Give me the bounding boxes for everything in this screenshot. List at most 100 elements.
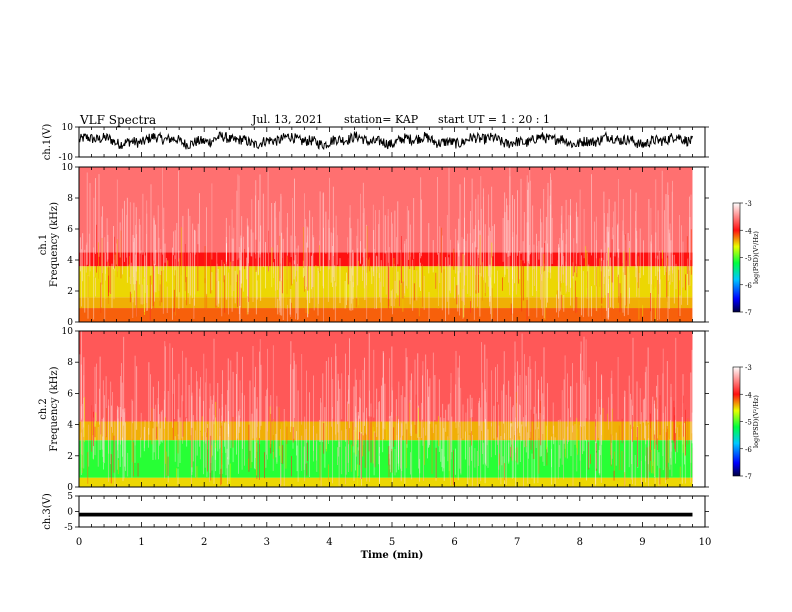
spectral-streak [479,230,481,317]
spectral-streak [110,381,112,465]
spectral-streak [484,344,486,423]
spectral-streak [141,284,143,305]
spectral-streak [431,427,433,474]
spectral-streak [454,276,455,299]
spectral-streak [634,455,636,486]
spectral-streak [588,377,590,468]
spectral-streak [420,177,422,259]
spectral-streak [357,218,359,286]
spectral-streak [157,205,159,274]
spectral-streak [312,235,314,288]
spectral-streak [294,178,295,265]
spectral-streak [617,357,619,420]
spectral-streak [345,446,346,485]
spectral-streak [667,296,669,322]
spectral-streak [543,254,545,272]
spectral-streak [162,167,163,255]
spectral-streak [188,385,190,422]
spectral-streak [512,405,514,478]
spectral-streak [387,262,389,309]
spectral-streak [165,451,167,476]
spectral-streak [114,420,116,487]
spectral-streak [556,294,557,313]
spectral-streak [123,336,125,426]
spectral-streak [278,407,280,449]
spectral-streak [524,354,525,448]
spectral-streak [269,406,271,448]
colorbar-label-text: log(PSD)(V²/Hz) [752,395,760,448]
spectral-streak [119,222,121,258]
spectral-streak [347,440,349,463]
spectral-streak [275,217,277,308]
spectral-streak [503,351,505,439]
spectral-streak [252,346,254,439]
spectral-streak [652,461,654,474]
spectral-streak [406,357,408,448]
y-tick-label: 8 [67,358,73,368]
spectral-streak [287,304,288,322]
spectral-streak [591,286,592,317]
spectral-streak [478,257,479,293]
spectral-streak [388,247,390,300]
spectral-streak [565,199,567,286]
spectral-streak [280,423,282,463]
spectral-streak [226,448,228,469]
spectral-streak [179,417,181,463]
spectral-streak [196,381,198,456]
spectral-streak [194,230,195,306]
spectral-streak [210,396,212,464]
spectral-streak [620,293,622,316]
spectral-streak [574,424,576,445]
spectral-streak [594,269,595,286]
spectral-streak [642,399,644,423]
spectral-streak [236,416,238,441]
spectral-streak [469,394,471,433]
spectral-streak [164,341,166,424]
spectral-streak [102,380,104,462]
spectral-streak [624,234,626,275]
spectral-streak [256,438,257,476]
spectral-streak [323,265,324,322]
spectral-streak [100,282,102,313]
spectral-streak [86,242,88,265]
spectral-streak [562,240,563,265]
spectral-streak [484,390,486,484]
spectral-streak [194,230,196,255]
spectral-streak [687,258,689,305]
spectral-streak [434,375,436,421]
spectral-streak [277,298,279,315]
y-tick-label: 6 [67,389,73,399]
spectral-streak [440,417,442,462]
spectral-streak [217,269,219,307]
y-tick-label: 6 [67,225,73,235]
spectral-streak [490,230,491,315]
spectral-streak [236,374,237,455]
spectral-streak [274,203,275,259]
spectral-streak [681,417,683,484]
spectral-streak [360,398,361,480]
spectral-streak [582,271,584,318]
spectral-streak [515,392,517,441]
spectral-streak [649,446,651,472]
spectral-streak [113,435,115,473]
spectral-streak [213,338,215,425]
spectral-streak [467,233,469,294]
spectral-streak [224,263,225,280]
spectral-streak [161,409,163,443]
spectral-streak [527,189,529,281]
spectral-streak [654,287,656,322]
spectral-streak [217,383,219,452]
spectral-streak [689,196,690,271]
spectral-streak [471,431,472,446]
spectral-streak [387,209,389,278]
spectral-streak [406,206,408,289]
spectral-streak [239,270,241,306]
spectral-streak [478,403,479,466]
spectral-streak [155,404,157,460]
spectral-streak [388,446,390,466]
spectral-streak [668,437,669,463]
spectral-streak [215,266,217,308]
spectral-streak [657,438,659,450]
spectral-streak [639,388,641,425]
spectral-streak [667,467,669,479]
